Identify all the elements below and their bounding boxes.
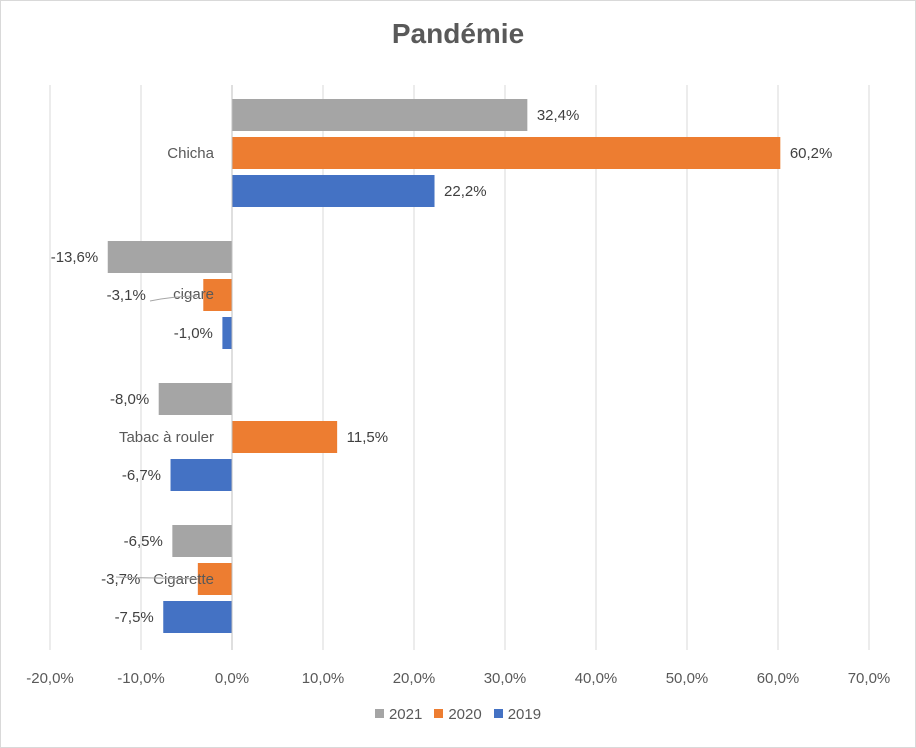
- x-tick-label: -10,0%: [117, 670, 165, 687]
- legend-item-2021: 2021: [374, 706, 423, 723]
- bar-2019-tabac-à-rouler: [170, 459, 233, 491]
- x-tick-label: 40,0%: [575, 670, 618, 687]
- data-label: -8,0%: [110, 391, 149, 408]
- bar-2019-chicha: [231, 175, 435, 207]
- category-label: Tabac à rouler: [119, 429, 214, 446]
- x-tick-label: 60,0%: [757, 670, 800, 687]
- legend-swatch: [374, 709, 384, 718]
- x-tick-label: -20,0%: [26, 670, 74, 687]
- x-tick-label: 0,0%: [215, 670, 249, 687]
- data-label: -3,1%: [107, 287, 146, 304]
- category-label: Chicha: [167, 145, 214, 162]
- legend-swatch: [493, 709, 503, 718]
- data-label: -1,0%: [174, 325, 213, 342]
- data-label: 11,5%: [347, 429, 388, 446]
- bar-2019-cigarette: [163, 601, 233, 633]
- data-label: 60,2%: [790, 145, 833, 162]
- bar-2020-tabac-à-rouler: [231, 421, 338, 453]
- legend-item-2019: 2019: [493, 706, 542, 723]
- chart-legend: 2021 2020 2019: [0, 706, 916, 723]
- bar-2019-cigare: [222, 317, 233, 349]
- bar-2020-cigare: [203, 279, 233, 311]
- legend-swatch: [434, 709, 444, 718]
- chart-title: Pandémie: [391, 18, 525, 49]
- x-tick-label: 30,0%: [484, 670, 527, 687]
- data-label: -13,6%: [51, 249, 99, 266]
- category-label: cigare: [173, 286, 214, 303]
- leader-line: [149, 295, 198, 302]
- leader-line: [115, 576, 199, 580]
- bar-2020-cigarette: [197, 563, 233, 595]
- data-label: -3,7%: [101, 571, 140, 588]
- bar-2021-chicha: [231, 99, 528, 131]
- x-tick-label: 10,0%: [302, 670, 345, 687]
- category-label: Cigarette: [153, 571, 214, 588]
- data-label: -7,5%: [115, 609, 154, 626]
- data-label: -6,7%: [122, 467, 161, 484]
- bar-2020-chicha: [231, 137, 781, 169]
- x-tick-label: 50,0%: [666, 670, 709, 687]
- legend-label: 2021: [388, 706, 423, 723]
- bar-2021-cigare: [107, 241, 233, 273]
- x-tick-label: 20,0%: [393, 670, 436, 687]
- bar-2021-cigarette: [172, 525, 233, 557]
- data-label: 22,2%: [444, 183, 487, 200]
- data-label: 32,4%: [537, 107, 580, 124]
- bar-2021-tabac-à-rouler: [158, 383, 233, 415]
- x-tick-label: 70,0%: [848, 670, 891, 687]
- legend-item-2020: 2020: [434, 706, 482, 723]
- legend-label: 2019: [507, 706, 542, 723]
- data-label: -6,5%: [124, 533, 163, 550]
- legend-label: 2020: [448, 706, 482, 723]
